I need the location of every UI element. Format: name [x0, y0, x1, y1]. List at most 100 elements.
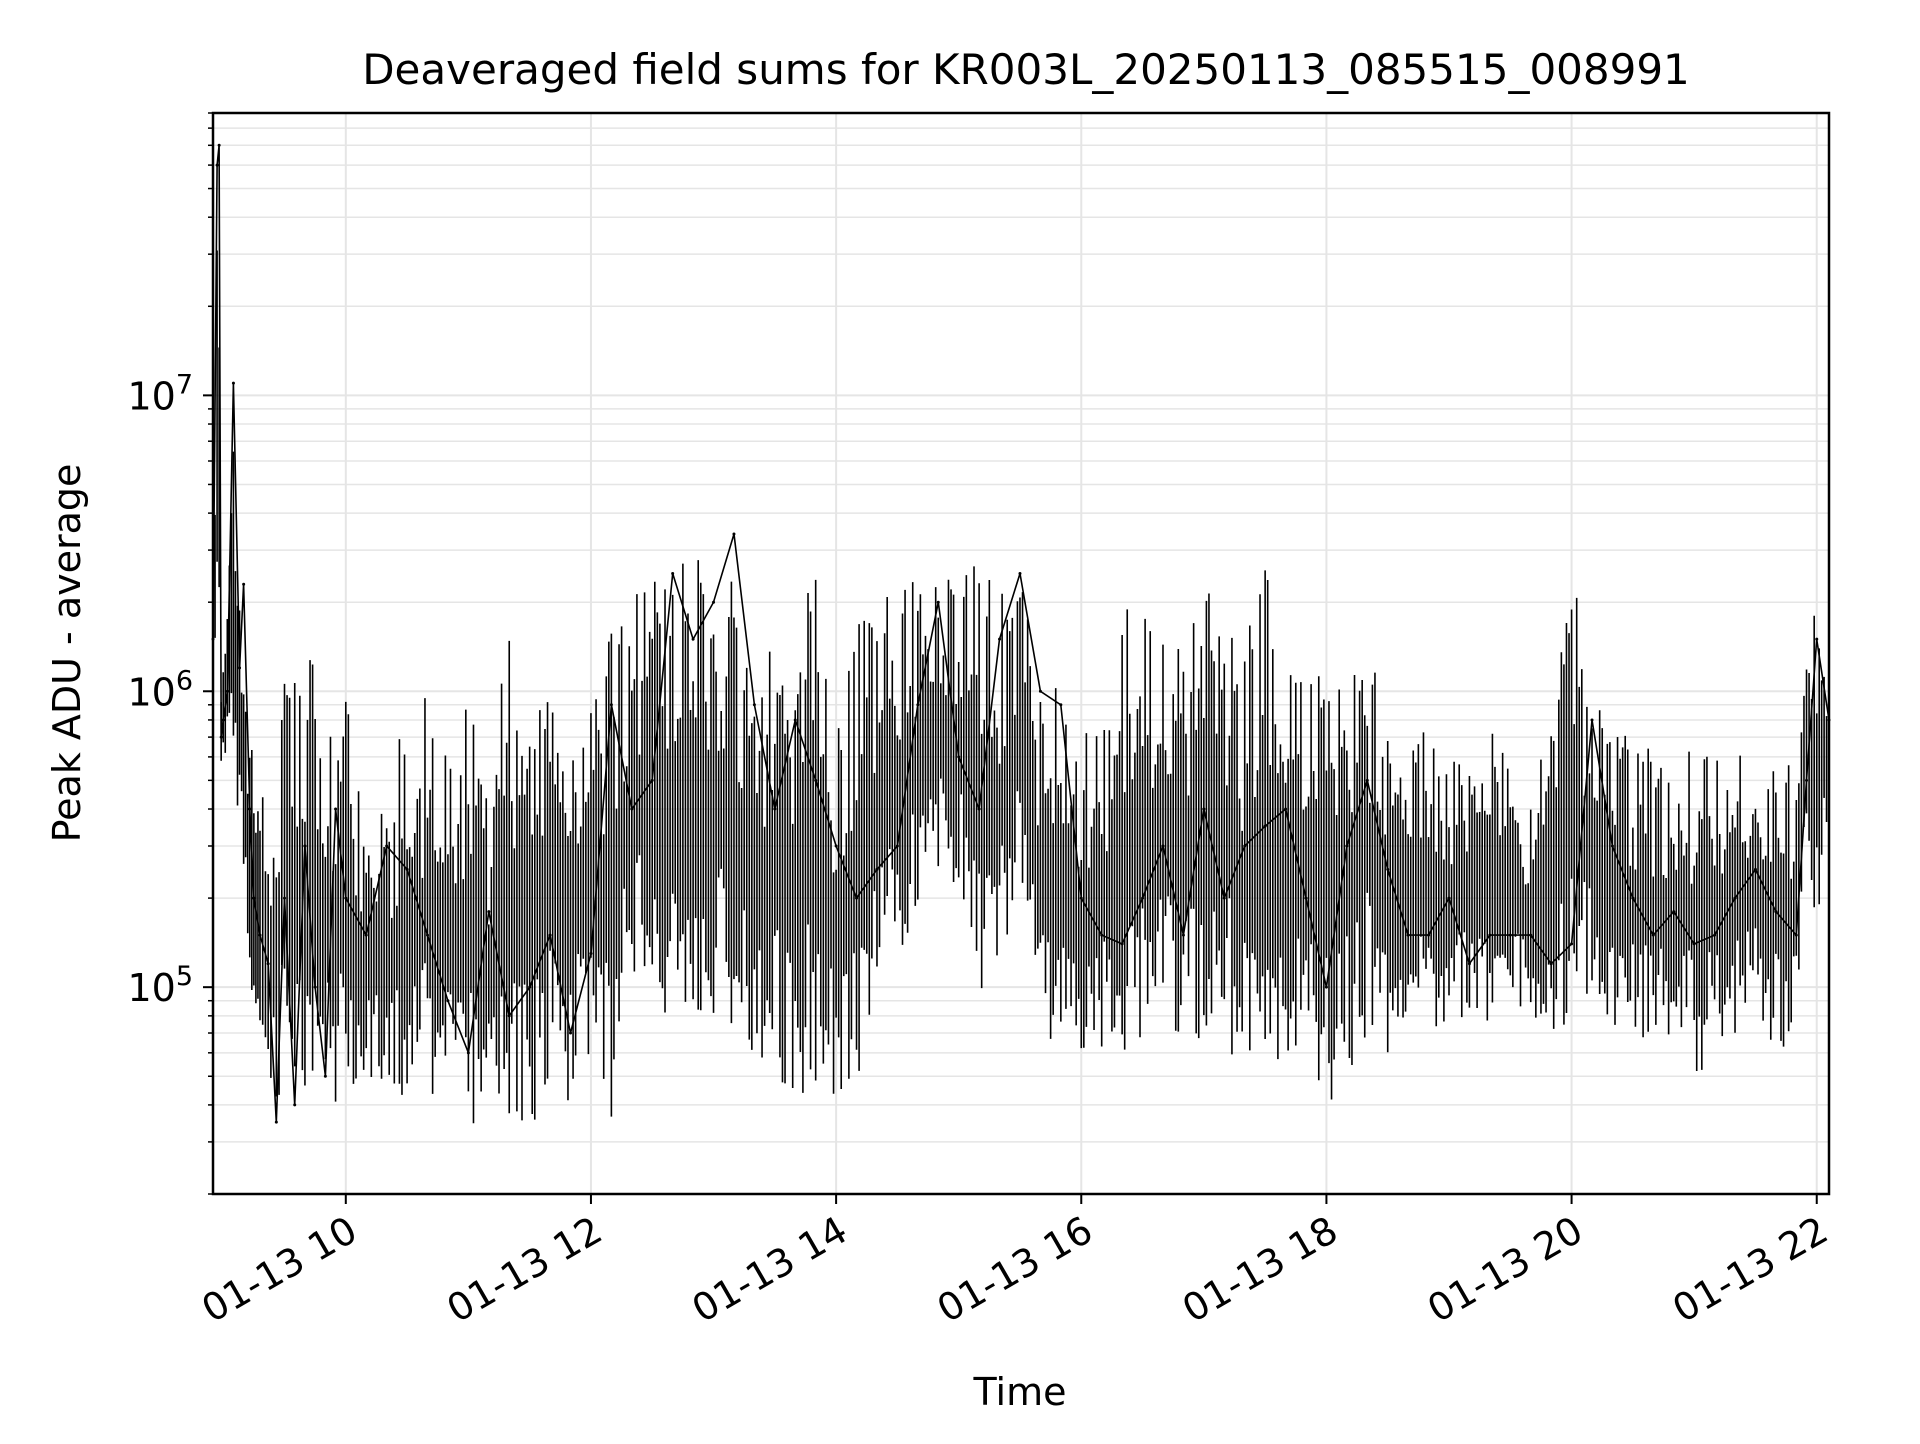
data-point — [303, 844, 307, 848]
data-point — [814, 778, 818, 782]
data-point — [1713, 933, 1717, 937]
data-point — [732, 532, 736, 536]
y-tick-exponent: 5 — [176, 961, 193, 992]
data-point — [293, 1103, 297, 1107]
series-0 — [211, 143, 1831, 1124]
data-point — [231, 381, 235, 385]
data-point — [364, 933, 368, 937]
data-point — [773, 807, 777, 811]
data-point — [1202, 807, 1206, 811]
data-point — [274, 1120, 278, 1124]
data-point — [548, 933, 552, 937]
data-point — [1427, 933, 1431, 937]
data-point — [1304, 896, 1308, 900]
data-point — [219, 735, 223, 739]
data-point — [1467, 962, 1471, 966]
data-point — [834, 844, 838, 848]
data-point — [238, 666, 242, 670]
data-point — [1774, 910, 1778, 914]
data-point — [1161, 844, 1165, 848]
data-point — [1733, 896, 1737, 900]
data-point — [1590, 718, 1594, 722]
data-point — [1549, 962, 1553, 966]
y-tick-exponent: 7 — [176, 369, 193, 400]
data-point — [344, 896, 348, 900]
data-point — [1386, 867, 1390, 871]
data-point — [1529, 933, 1533, 937]
data-point — [385, 844, 389, 848]
plot-frame — [211, 111, 1831, 1196]
data-point — [712, 600, 716, 604]
data-point — [630, 807, 634, 811]
data-point — [1753, 867, 1757, 871]
data-point — [793, 718, 797, 722]
data-point — [1794, 933, 1798, 937]
data-point — [225, 689, 229, 693]
data-point — [1815, 637, 1819, 641]
data-point — [1243, 844, 1247, 848]
y-tick-base: 10 — [127, 374, 175, 418]
data-point — [691, 637, 695, 641]
data-point — [217, 143, 221, 147]
data-point — [1570, 942, 1574, 946]
data-point — [215, 163, 219, 167]
y-axis-label: Peak ADU - average — [45, 464, 89, 843]
data-point — [405, 867, 409, 871]
data-point — [1488, 933, 1492, 937]
data-point — [977, 807, 981, 811]
y-tick-base: 10 — [127, 966, 175, 1010]
data-point — [266, 962, 270, 966]
y-tick-label: 105 — [127, 961, 193, 1010]
data-point — [252, 896, 256, 900]
data-point — [1222, 896, 1226, 900]
data-layer — [211, 143, 1831, 1124]
data-point — [1018, 572, 1022, 576]
y-tick-base: 10 — [127, 670, 175, 714]
data-point — [466, 1051, 470, 1055]
data-point — [875, 867, 879, 871]
data-point — [998, 637, 1002, 641]
chart-title: Deaveraged field sums for KR003L_2025011… — [362, 45, 1690, 94]
data-point — [507, 1014, 511, 1018]
data-point — [609, 703, 613, 707]
data-point — [1038, 689, 1042, 693]
data-point — [916, 703, 920, 707]
data-point — [895, 844, 899, 848]
data-point — [1631, 896, 1635, 900]
data-point — [1324, 985, 1328, 989]
data-point — [936, 600, 940, 604]
data-point — [1181, 933, 1185, 937]
data-point — [752, 703, 756, 707]
data-point — [671, 572, 675, 576]
data-point — [957, 755, 961, 759]
data-point — [1610, 844, 1614, 848]
data-point — [1079, 896, 1083, 900]
data-point — [242, 582, 246, 586]
data-point — [426, 933, 430, 937]
data-point — [1406, 933, 1410, 937]
data-point — [1651, 933, 1655, 937]
y-tick-label: 106 — [127, 665, 193, 714]
data-point — [1508, 933, 1512, 937]
data-point — [650, 778, 654, 782]
data-point — [1805, 778, 1809, 782]
data-point — [334, 807, 338, 811]
data-point — [1284, 807, 1288, 811]
data-point — [1672, 910, 1676, 914]
data-point — [1345, 844, 1349, 848]
data-point — [1100, 933, 1104, 937]
data-point — [248, 807, 252, 811]
data-point — [487, 910, 491, 914]
data-point — [1365, 778, 1369, 782]
x-axis-label: Time — [973, 1370, 1067, 1414]
data-point — [258, 933, 262, 937]
data-point — [313, 985, 317, 989]
y-tick-label: 107 — [127, 369, 193, 418]
data-point — [569, 1031, 573, 1035]
data-point — [1120, 942, 1124, 946]
data-point — [446, 999, 450, 1003]
data-point — [1263, 824, 1267, 828]
data-point — [855, 896, 859, 900]
